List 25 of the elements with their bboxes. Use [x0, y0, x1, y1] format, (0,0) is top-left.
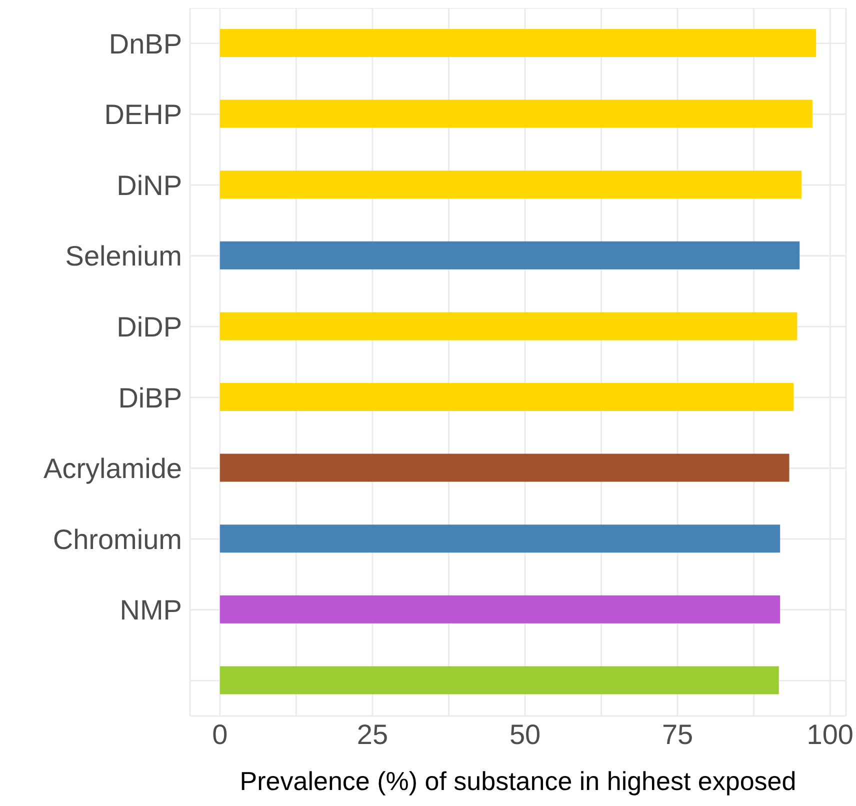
- x-tick-label: 0: [212, 718, 228, 750]
- y-tick-label: Acrylamide: [44, 453, 182, 484]
- y-tick-label: DEHP: [104, 99, 182, 130]
- y-tick-label: Selenium: [65, 240, 182, 272]
- bar: [220, 595, 780, 624]
- x-tick-label: 100: [806, 718, 854, 750]
- bar: [220, 241, 800, 270]
- y-tick-label: Chromium: [52, 524, 182, 555]
- y-tick-label: DnBP: [108, 28, 182, 60]
- bar: [220, 524, 780, 553]
- bar: [220, 29, 816, 57]
- y-tick-label: DiDP: [116, 312, 182, 343]
- y-tick-label: DiNP: [116, 170, 182, 201]
- bar: [220, 666, 779, 694]
- y-tick-label: DiBP: [118, 382, 182, 414]
- bar: [220, 383, 794, 411]
- x-tick-label: 25: [356, 718, 388, 750]
- bar: [220, 100, 812, 128]
- x-tick-label: 50: [509, 718, 541, 750]
- x-tick-label: 75: [662, 718, 694, 750]
- bar: [220, 312, 798, 340]
- bar: [220, 170, 802, 199]
- y-tick-label: NMP: [120, 594, 182, 626]
- bar: [220, 454, 790, 482]
- x-axis-title: Prevalence (%) of substance in highest exposed: [240, 766, 796, 796]
